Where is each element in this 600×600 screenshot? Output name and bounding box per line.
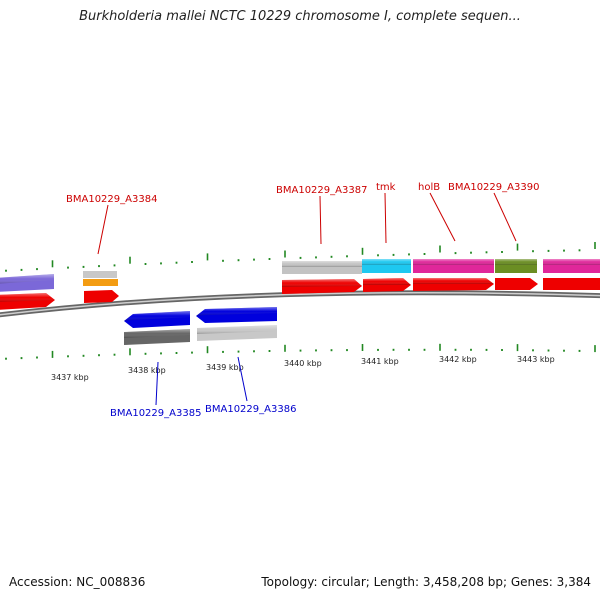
- gene-label-a3390[interactable]: BMA10229_A3390: [448, 182, 539, 193]
- gene-label-a3386[interactable]: BMA10229_A3386: [205, 404, 296, 415]
- axis-tick-label: 3441 kbp: [361, 357, 399, 366]
- upper-tick-ring: [5, 242, 596, 272]
- axis-tick-label: 3438 kbp: [128, 366, 166, 375]
- cds-arrow[interactable]: [495, 278, 538, 290]
- cds-arrow[interactable]: [84, 290, 119, 303]
- leader-line: [97, 204, 109, 255]
- leader-line: [237, 356, 248, 402]
- genome-backbone-highlight: [0, 291, 600, 316]
- cds-arrow[interactable]: [543, 278, 600, 290]
- label-leaders: [97, 192, 517, 406]
- axis-labels: 3437 kbp 3438 kbp 3439 kbp 3440 kbp 3441…: [51, 355, 555, 382]
- leader-line: [319, 195, 322, 245]
- genome-summary-text: Topology: circular; Length: 3,458,208 bp…: [261, 575, 591, 589]
- axis-tick-label: 3437 kbp: [51, 373, 89, 382]
- forward-cds-track: [0, 278, 600, 310]
- reverse-cds-track: [124, 307, 277, 328]
- leader-line: [493, 192, 517, 242]
- leader-line: [384, 192, 387, 244]
- grey-feature-small[interactable]: [83, 271, 117, 278]
- upper-feature-track: [0, 259, 600, 292]
- gene-label-tmk[interactable]: tmk: [376, 182, 396, 193]
- axis-tick-label: 3440 kbp: [284, 359, 322, 368]
- gene-label-a3385[interactable]: BMA10229_A3385: [110, 408, 201, 419]
- leader-line: [155, 361, 159, 406]
- accession-text: Accession: NC_008836: [9, 575, 146, 589]
- leader-line: [429, 192, 456, 242]
- axis-tick-label: 3439 kbp: [206, 363, 244, 372]
- axis-tick-label: 3442 kbp: [439, 355, 477, 364]
- orange-feature[interactable]: [83, 279, 118, 286]
- gene-label-holb[interactable]: holB: [418, 182, 440, 193]
- lower-tick-ring: [5, 343, 596, 360]
- lower-feature-track: [124, 325, 277, 345]
- axis-tick-label: 3443 kbp: [517, 355, 555, 364]
- gene-label-a3387[interactable]: BMA10229_A3387: [276, 185, 367, 196]
- map-title: Burkholderia mallei NCTC 10229 chromosom…: [79, 9, 521, 24]
- gene-label-a3384[interactable]: BMA10229_A3384: [66, 194, 157, 205]
